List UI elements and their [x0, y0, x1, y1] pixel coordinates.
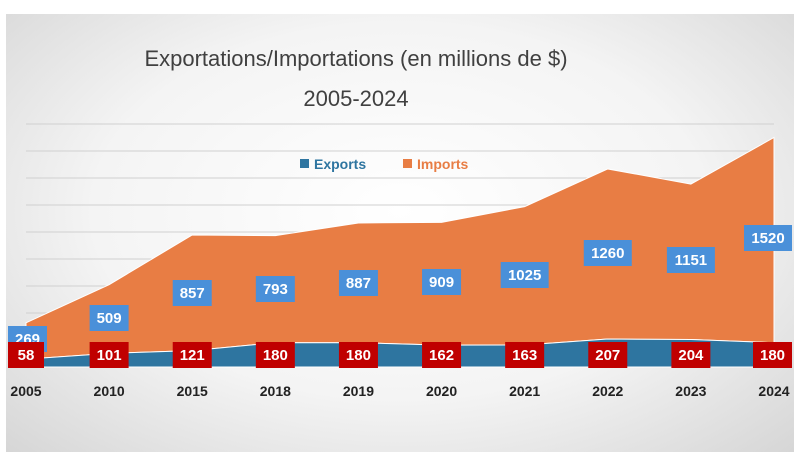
exports-value-label-box — [338, 342, 378, 368]
exports-value-label: 180 — [346, 347, 371, 364]
imports-value-label: 909 — [429, 274, 454, 291]
x-tick-label: 2023 — [675, 383, 706, 399]
exports-value-label: 180 — [263, 347, 288, 364]
imports-value-label: 509 — [97, 310, 122, 327]
imports-value-label: 1260 — [591, 245, 624, 262]
x-tick-label: 2019 — [343, 383, 374, 399]
imports-value-label-box — [666, 247, 715, 273]
imports-value-label: 793 — [263, 281, 288, 298]
exports-value-label-box — [172, 342, 212, 368]
imports-value-label-box — [500, 262, 549, 288]
legend: Exports Imports — [300, 156, 469, 172]
legend-label-imports: Imports — [417, 156, 469, 172]
x-tick-label: 2005 — [10, 383, 41, 399]
area-series — [25, 136, 775, 368]
imports-value-label-box — [744, 225, 792, 251]
exports-value-label-box — [8, 342, 44, 368]
x-tick-label: 2021 — [509, 383, 540, 399]
imports-value-label: 887 — [346, 275, 371, 292]
x-tick-label: 2020 — [426, 383, 457, 399]
exports-value-label: 163 — [512, 347, 537, 364]
imports-value-label-box — [89, 305, 129, 331]
x-tick-label: 2010 — [94, 383, 125, 399]
x-tick-label: 2018 — [260, 383, 291, 399]
exports-value-label: 162 — [429, 347, 454, 364]
chart-svg: Exportations/Importations (en millions d… — [8, 46, 792, 399]
exports-value-label: 204 — [678, 347, 704, 364]
exports-value-label: 207 — [595, 347, 620, 364]
imports-value-label-box — [255, 276, 295, 302]
imports-value-label: 857 — [180, 285, 205, 302]
exports-value-label: 180 — [760, 347, 785, 364]
imports-value-label: 1025 — [508, 267, 541, 284]
x-tick-label: 2015 — [177, 383, 208, 399]
chart-subtitle: 2005-2024 — [303, 86, 408, 111]
x-tick-label: 2024 — [758, 383, 789, 399]
legend-swatch-imports — [403, 159, 412, 168]
legend-swatch-exports — [300, 159, 309, 168]
data-labels: 2695850910185712179318088718090916210251… — [8, 225, 792, 368]
exports-value-label-box — [588, 342, 628, 368]
exports-value-label: 101 — [97, 347, 122, 364]
exports-value-label: 58 — [18, 347, 35, 364]
exports-value-label-box — [505, 342, 545, 368]
exports-value-label-box — [422, 342, 462, 368]
x-tick-label: 2022 — [592, 383, 623, 399]
exports-value-label-box — [753, 342, 792, 368]
imports-area — [25, 136, 775, 360]
imports-value-label-box — [338, 270, 378, 296]
chart-title: Exportations/Importations (en millions d… — [144, 46, 567, 71]
imports-value-label-box — [422, 269, 462, 295]
exports-value-label-box — [89, 342, 129, 368]
imports-value-label-box — [583, 240, 632, 266]
exports-value-label: 121 — [180, 347, 205, 364]
imports-value-label-box — [172, 280, 212, 306]
legend-label-exports: Exports — [314, 156, 366, 172]
chart-area: Exportations/Importations (en millions d… — [6, 14, 794, 452]
exports-value-label-box — [671, 342, 711, 368]
imports-value-label: 1520 — [751, 230, 784, 247]
x-axis-ticks: 2005 2010 2015 2018 2019 2020 2021 2022 2023 2024 — [10, 383, 789, 399]
imports-value-label: 1151 — [675, 252, 708, 269]
exports-value-label-box — [255, 342, 295, 368]
